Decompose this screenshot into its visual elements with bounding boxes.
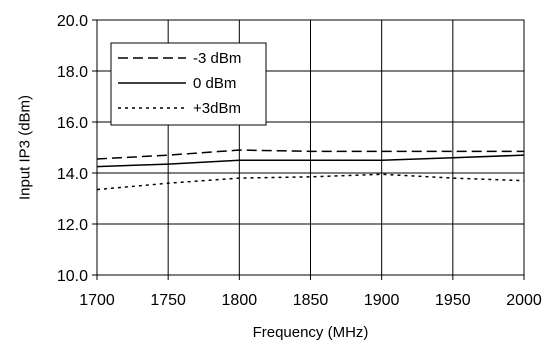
x-tick-labels: 1700 1750 1800 1850 1900 1950 2000 xyxy=(79,275,542,309)
x-tick-label: 1900 xyxy=(364,292,400,309)
y-tick-label: 14.0 xyxy=(57,166,88,183)
x-tick-label: 1700 xyxy=(79,292,115,309)
y-tick-label: 20.0 xyxy=(57,13,88,30)
x-tick-label: 2000 xyxy=(506,292,542,309)
series-line-0-dbm xyxy=(96,154,525,168)
y-tick-label: 18.0 xyxy=(57,64,88,81)
legend-label: -3 dBm xyxy=(193,50,241,67)
legend-box xyxy=(110,42,267,126)
x-tick-label: 1750 xyxy=(150,292,186,309)
legend-label: 0 dBm xyxy=(193,75,236,92)
x-tick-label: 1850 xyxy=(293,292,329,309)
y-tick-labels: 10.0 12.0 14.0 16.0 18.0 20.0 xyxy=(57,13,97,285)
legend-label: +3dBm xyxy=(193,100,241,117)
y-axis-label: Input IP3 (dBm) xyxy=(16,95,33,200)
x-tick-label: 1800 xyxy=(222,292,258,309)
y-tick-label: 16.0 xyxy=(57,115,88,132)
y-tick-label: 12.0 xyxy=(57,217,88,234)
x-axis-label: Frequency (MHz) xyxy=(253,324,369,341)
series-line--3-dbm xyxy=(96,149,524,160)
y-tick-label: 10.0 xyxy=(57,268,88,285)
series-line--3dbm xyxy=(96,173,525,191)
series-lines xyxy=(96,149,525,191)
x-tick-label: 1950 xyxy=(435,292,471,309)
legend: -3 dBm 0 dBm +3dBm xyxy=(110,42,267,126)
